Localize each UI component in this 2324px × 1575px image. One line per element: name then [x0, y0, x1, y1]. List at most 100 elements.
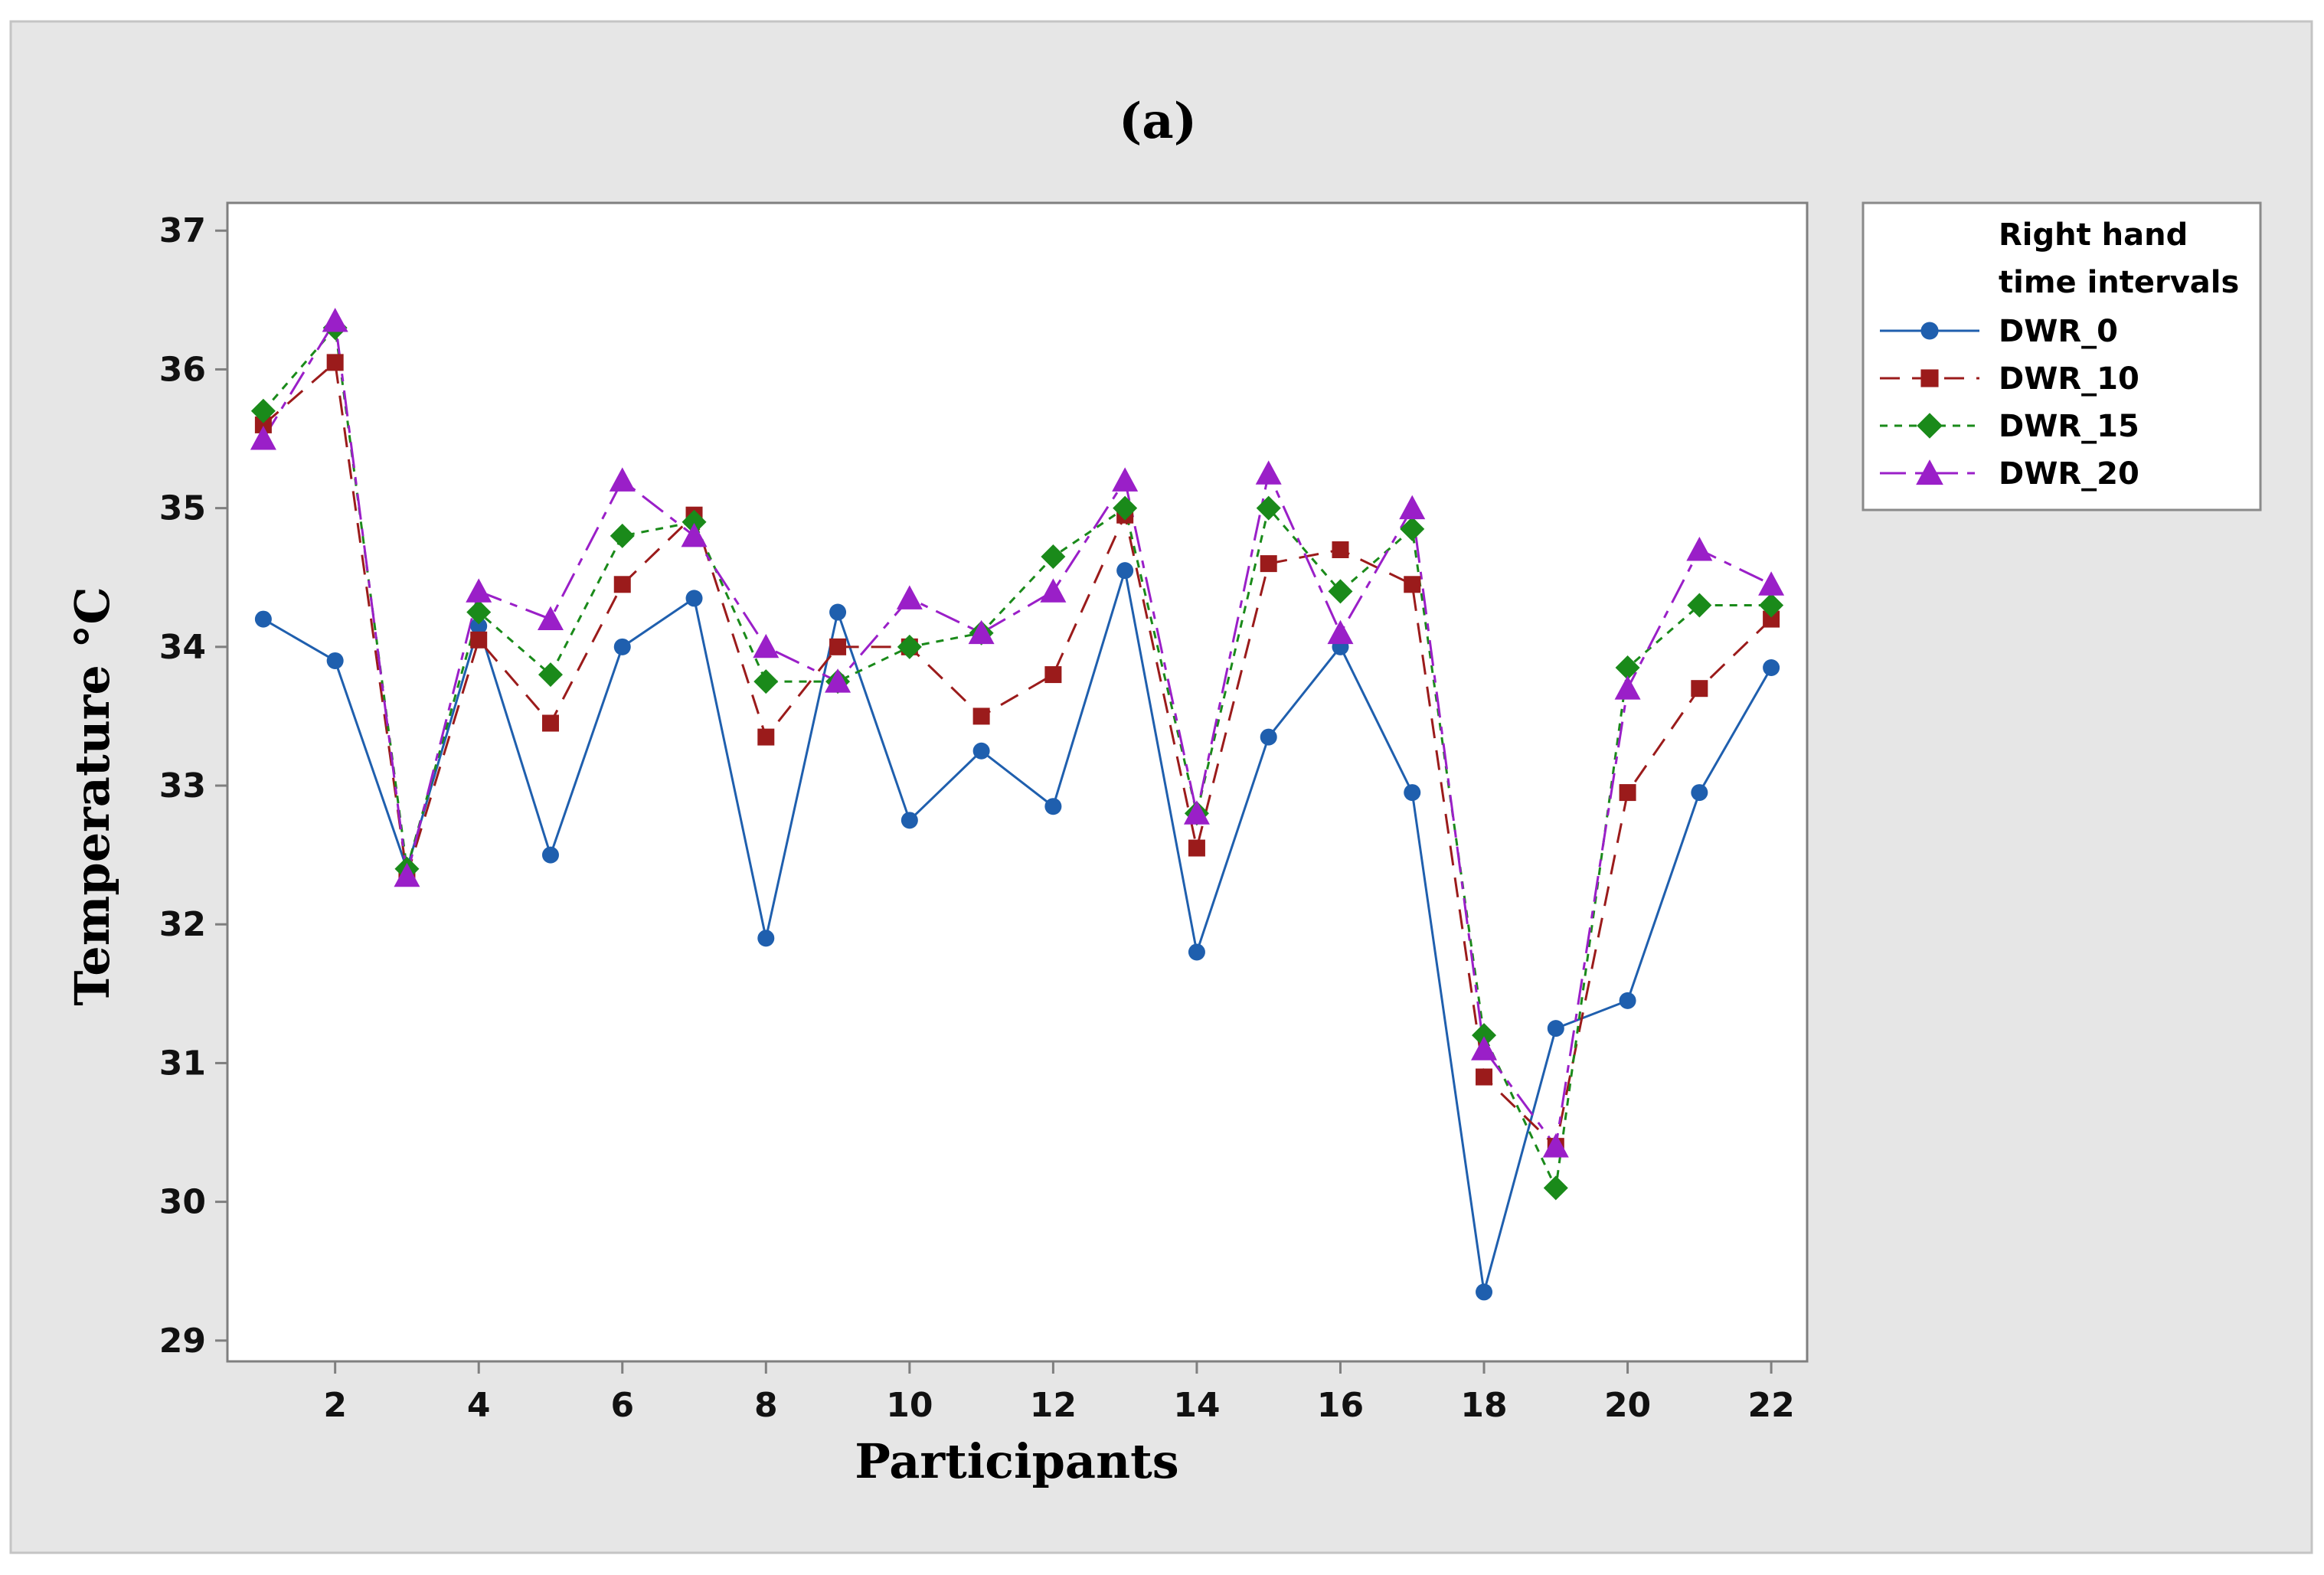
data-point-dwr-10: [1619, 784, 1636, 802]
data-point-dwr-15: [538, 662, 563, 688]
data-point-dwr-0: [1116, 562, 1134, 580]
data-point-dwr-15: [1328, 579, 1353, 604]
data-point-dwr-10: [1476, 1068, 1493, 1086]
y-tick-label: 31: [159, 1044, 206, 1083]
data-point-dwr-10: [829, 638, 847, 655]
x-tick-label: 16: [1317, 1386, 1364, 1425]
y-axis: 29 30 31 32 33 34 35 36 37: [159, 211, 227, 1361]
data-point-dwr-15: [753, 669, 779, 694]
data-point-dwr-20: [609, 467, 636, 492]
data-point-dwr-20: [825, 668, 851, 693]
data-point-dwr-10: [541, 714, 559, 732]
series-lines: [262, 317, 1773, 1292]
data-point-dwr-20: [1112, 467, 1139, 492]
data-point-dwr-15: [1113, 495, 1138, 521]
data-point-dwr-0: [1691, 784, 1708, 802]
data-point-dwr-0: [613, 638, 631, 655]
data-point-dwr-20: [1255, 460, 1282, 485]
data-point-dwr-15: [682, 509, 707, 534]
data-point-dwr-0: [1044, 798, 1062, 815]
data-point-dwr-0: [1547, 1020, 1564, 1037]
x-tick-label: 8: [754, 1386, 778, 1425]
legend-entries: DWR_0 DWR_10 DWR_15 DWR_20: [1880, 314, 2139, 492]
chart-title: (a): [1119, 93, 1197, 150]
x-axis: 2 4 6 8 10 12 14 16 18 20 22: [323, 1361, 1795, 1425]
data-point-dwr-10: [1260, 555, 1277, 573]
data-point-dwr-20: [322, 308, 348, 332]
data-point-dwr-20: [1399, 495, 1426, 520]
series-line-dwr-0: [263, 570, 1773, 1292]
data-point-dwr-10: [254, 416, 272, 433]
y-tick-label: 35: [159, 489, 206, 528]
data-point-dwr-0: [1763, 659, 1780, 677]
data-point-dwr-0: [326, 652, 344, 669]
x-tick-label: 2: [323, 1386, 347, 1425]
series-markers: [250, 308, 1785, 1301]
data-point-dwr-10: [972, 707, 990, 725]
x-tick-label: 10: [886, 1386, 933, 1425]
x-tick-label: 20: [1604, 1386, 1651, 1425]
legend-marker: [1920, 322, 1939, 340]
data-point-dwr-15: [1041, 544, 1066, 570]
data-point-dwr-0: [1188, 943, 1205, 961]
data-point-dwr-10: [1763, 610, 1780, 628]
data-point-dwr-20: [896, 585, 923, 609]
data-point-dwr-15: [1472, 1023, 1497, 1048]
series-line-dwr-10: [262, 360, 1773, 1149]
x-tick-label: 22: [1747, 1386, 1794, 1425]
y-tick-label: 37: [159, 211, 206, 250]
data-point-dwr-0: [829, 603, 847, 621]
legend-marker: [1917, 413, 1943, 439]
data-point-dwr-20: [537, 606, 564, 631]
data-point-dwr-0: [901, 812, 918, 829]
data-point-dwr-20: [1758, 571, 1785, 596]
data-point-dwr-20: [1614, 675, 1641, 700]
data-point-dwr-0: [1476, 1283, 1493, 1301]
data-point-dwr-20: [753, 633, 780, 658]
data-point-dwr-20: [1327, 619, 1354, 645]
x-tick-label: 6: [610, 1386, 634, 1425]
data-point-dwr-15: [1687, 593, 1712, 618]
data-point-dwr-15: [466, 600, 492, 625]
legend-title-line2: time intervals: [1999, 265, 2239, 300]
y-tick-label: 29: [159, 1322, 206, 1361]
x-tick-label: 14: [1173, 1386, 1220, 1425]
data-point-dwr-0: [1404, 784, 1421, 802]
series-line-dwr-20: [262, 317, 1772, 1149]
data-point-dwr-10: [1404, 576, 1421, 593]
data-point-dwr-0: [972, 742, 990, 760]
legend-box: [1861, 201, 2262, 511]
legend-label: DWR_10: [1999, 361, 2139, 397]
data-point-dwr-15: [1615, 655, 1640, 681]
legend-marker: [1916, 459, 1943, 485]
data-point-dwr-15: [1759, 593, 1784, 618]
data-point-dwr-10: [757, 728, 775, 746]
y-tick-label: 33: [159, 766, 206, 805]
legend-label: DWR_15: [1999, 409, 2139, 444]
legend-title-line1: Right hand: [1999, 217, 2188, 253]
plot-area: [226, 201, 1809, 1363]
data-point-dwr-15: [1400, 516, 1425, 541]
x-axis-label: Participants: [855, 1433, 1178, 1489]
series-line-dwr-15: [262, 325, 1772, 1192]
x-tick-label: 12: [1030, 1386, 1077, 1425]
x-tick-label: 18: [1460, 1386, 1507, 1425]
data-point-dwr-20: [1183, 800, 1210, 825]
legend-label: DWR_20: [1999, 456, 2139, 492]
data-point-dwr-20: [681, 522, 708, 547]
data-point-dwr-20: [1686, 536, 1713, 561]
data-point-dwr-10: [1332, 541, 1349, 558]
data-point-dwr-15: [1256, 495, 1281, 521]
data-point-dwr-0: [1260, 728, 1277, 746]
data-point-dwr-10: [1691, 680, 1708, 698]
data-point-dwr-20: [1542, 1133, 1569, 1158]
data-point-dwr-10: [1044, 666, 1062, 684]
legend: Right hand time intervals DWR_0DWR_10DWR…: [1861, 201, 2262, 511]
data-point-dwr-10: [326, 354, 344, 371]
data-point-dwr-20: [968, 619, 995, 645]
y-tick-label: 36: [159, 350, 206, 389]
data-point-dwr-15: [610, 523, 635, 548]
data-point-dwr-0: [685, 590, 703, 607]
data-point-dwr-20: [1040, 578, 1067, 603]
data-point-dwr-20: [250, 426, 276, 450]
